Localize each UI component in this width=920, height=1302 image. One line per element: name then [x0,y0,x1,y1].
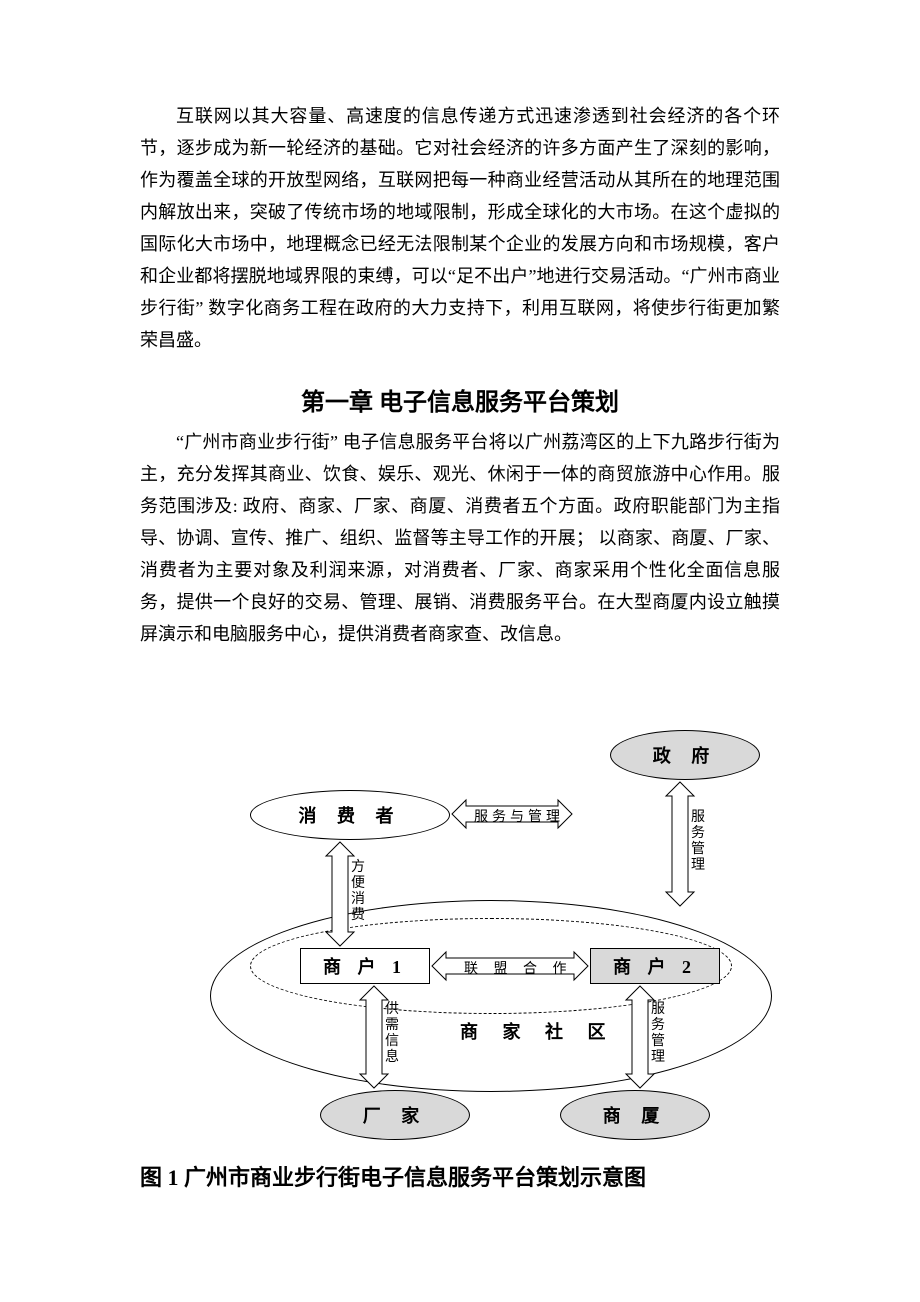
intro-paragraph: 互联网以其大容量、高速度的信息传递方式迅速渗透到社会经济的各个环节，逐步成为新一… [140,100,780,356]
diagram-arrows [140,720,780,1140]
community-label: 商 家 社 区 [460,1018,616,1044]
chapter-title: 第一章 电子信息服务平台策划 [0,382,920,417]
arrow-label-alliance: 联 盟 合 作 [464,958,573,978]
platform-diagram: 方便消费 服务与管理 服务管理 联 盟 合 作 供需信息 服务管理 政 府 消 … [140,720,780,1140]
node-factory: 厂 家 [320,1090,470,1140]
node-consumer: 消 费 者 [250,790,450,840]
arrow-label-gov-service: 服务管理 [690,810,706,874]
node-merchant-1: 商 户 1 [300,948,430,984]
node-mall: 商 厦 [560,1090,710,1140]
figure-caption: 图 1 广州市商业步行街电子信息服务平台策划示意图 [140,1160,780,1192]
arrow-label-consume: 方便消费 [350,860,366,924]
arrow-label-mall-service: 服务管理 [650,1002,666,1066]
node-merchant-2: 商 户 2 [590,948,720,984]
body-paragraph: “广州市商业步行街” 电子信息服务平台将以广州荔湾区的上下九路步行街为主，充分发… [140,426,780,650]
arrow-label-supply-demand: 供需信息 [384,1002,400,1066]
document-page: 互联网以其大容量、高速度的信息传递方式迅速渗透到社会经济的各个环节，逐步成为新一… [0,0,920,1302]
arrow-label-service-manage-h: 服务与管理 [474,806,564,826]
node-government: 政 府 [610,730,760,780]
